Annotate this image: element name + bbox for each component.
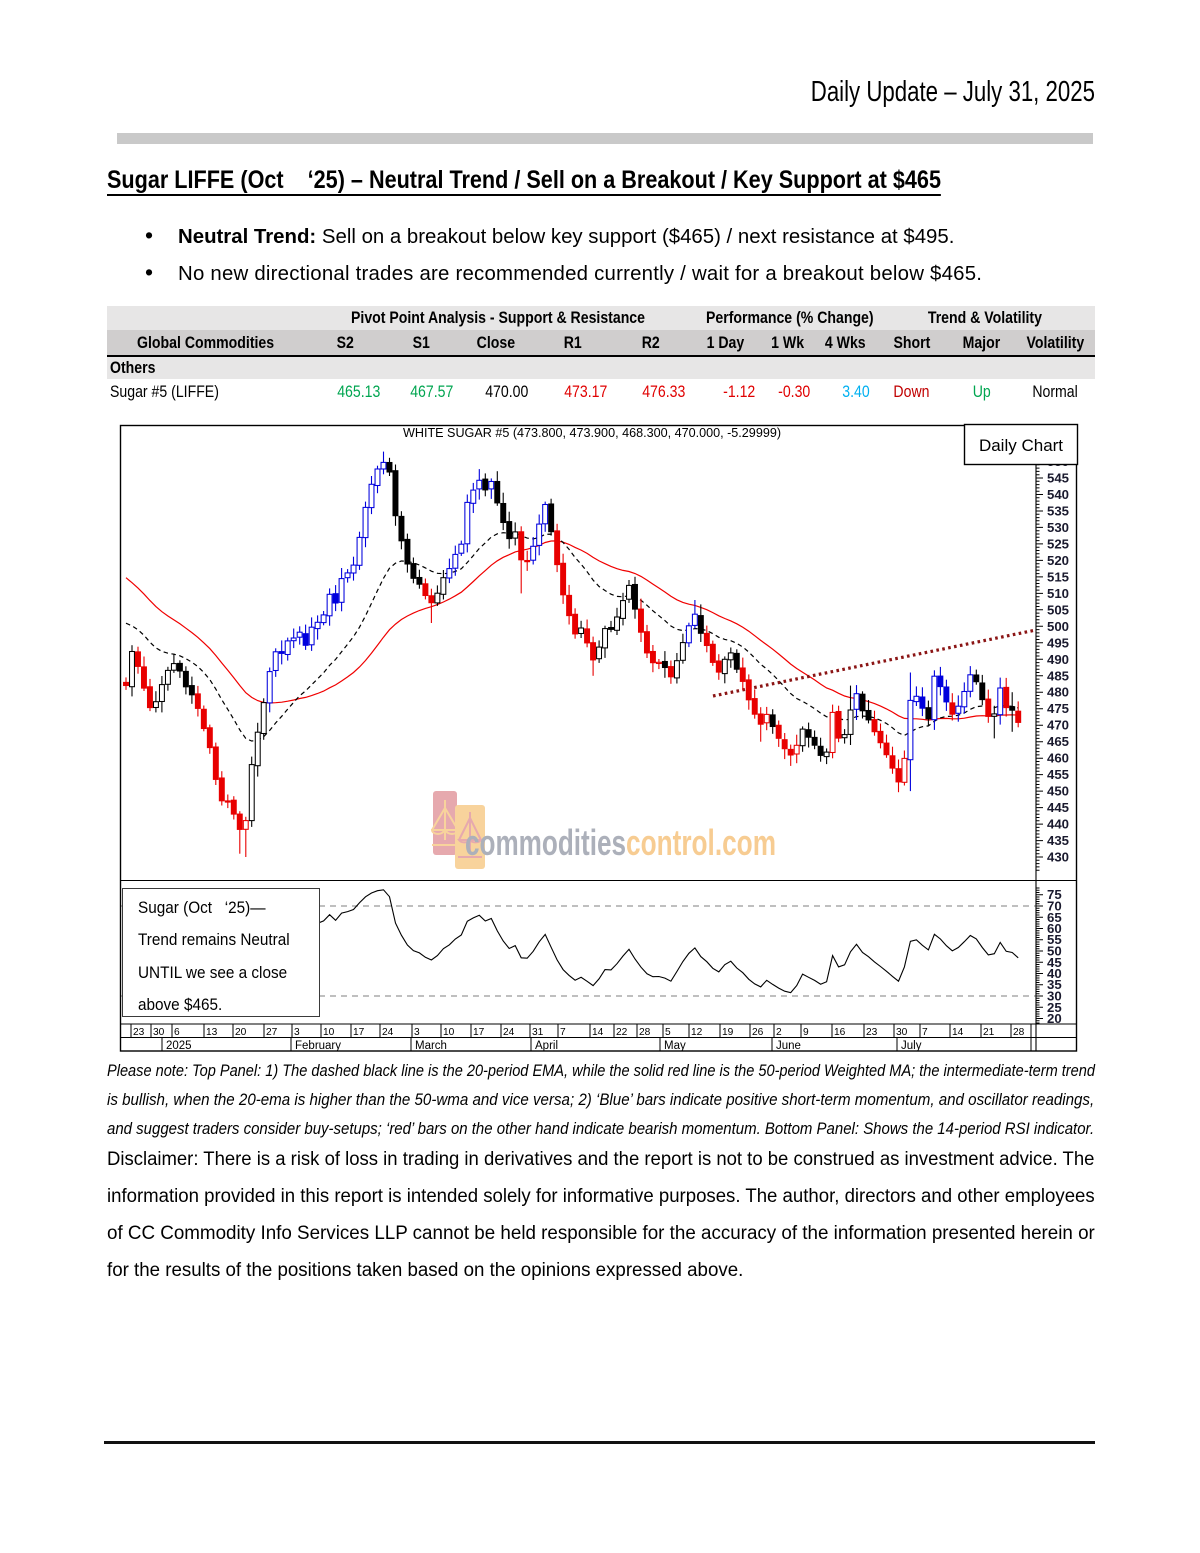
svg-text:5: 5: [665, 1027, 671, 1038]
svg-text:470: 470: [1047, 718, 1069, 733]
svg-text:2: 2: [776, 1027, 782, 1038]
svg-text:55: 55: [1047, 932, 1062, 947]
svg-text:10: 10: [443, 1027, 455, 1038]
svg-text:9: 9: [803, 1027, 809, 1038]
svg-text:30: 30: [896, 1027, 908, 1038]
svg-text:12: 12: [691, 1027, 703, 1038]
svg-text:30: 30: [1047, 989, 1062, 1004]
svg-text:16: 16: [834, 1027, 846, 1038]
svg-text:17: 17: [473, 1027, 485, 1038]
svg-text:10: 10: [323, 1027, 335, 1038]
svg-text:525: 525: [1047, 536, 1069, 551]
svg-text:May: May: [664, 1040, 686, 1052]
svg-text:21: 21: [983, 1027, 995, 1038]
svg-text:23: 23: [133, 1027, 145, 1038]
svg-text:7: 7: [560, 1027, 566, 1038]
svg-text:450: 450: [1047, 784, 1069, 799]
svg-text:45: 45: [1047, 955, 1062, 970]
svg-text:520: 520: [1047, 553, 1069, 568]
svg-text:14: 14: [952, 1027, 964, 1038]
svg-text:40: 40: [1047, 966, 1062, 981]
svg-text:50: 50: [1047, 944, 1062, 959]
svg-text:WHITE SUGAR #5 (473.800, 473.9: WHITE SUGAR #5 (473.800, 473.900, 468.30…: [403, 426, 781, 440]
svg-text:445: 445: [1047, 800, 1069, 815]
svg-text:25: 25: [1047, 1000, 1062, 1015]
svg-text:control.com: control.com: [626, 822, 776, 863]
svg-text:April: April: [535, 1040, 558, 1052]
svg-text:24: 24: [382, 1027, 394, 1038]
svg-text:6: 6: [174, 1027, 180, 1038]
svg-text:490: 490: [1047, 652, 1069, 667]
svg-text:June: June: [776, 1040, 801, 1052]
svg-text:23: 23: [866, 1027, 878, 1038]
svg-text:515: 515: [1047, 569, 1069, 584]
svg-text:Daily Chart: Daily Chart: [979, 436, 1063, 455]
svg-text:485: 485: [1047, 668, 1069, 683]
svg-text:75: 75: [1047, 887, 1062, 902]
svg-text:19: 19: [722, 1027, 734, 1038]
svg-text:27: 27: [266, 1027, 278, 1038]
svg-text:7: 7: [922, 1027, 928, 1038]
svg-text:465: 465: [1047, 734, 1069, 749]
svg-text:30: 30: [153, 1027, 165, 1038]
svg-text:28: 28: [1013, 1027, 1025, 1038]
svg-text:505: 505: [1047, 602, 1069, 617]
svg-text:500: 500: [1047, 619, 1069, 634]
svg-text:3: 3: [414, 1027, 420, 1038]
svg-text:22: 22: [616, 1027, 628, 1038]
svg-text:3: 3: [294, 1027, 300, 1038]
svg-text:July: July: [901, 1040, 922, 1052]
svg-text:545: 545: [1047, 471, 1069, 486]
svg-text:26: 26: [752, 1027, 764, 1038]
svg-text:24: 24: [503, 1027, 515, 1038]
svg-text:480: 480: [1047, 685, 1069, 700]
svg-text:March: March: [415, 1040, 447, 1052]
svg-text:20: 20: [235, 1027, 247, 1038]
svg-text:510: 510: [1047, 586, 1069, 601]
svg-text:530: 530: [1047, 520, 1069, 535]
svg-text:28: 28: [639, 1027, 651, 1038]
svg-text:35: 35: [1047, 977, 1062, 992]
svg-text:435: 435: [1047, 833, 1069, 848]
svg-text:20: 20: [1047, 1011, 1062, 1026]
svg-text:535: 535: [1047, 504, 1069, 519]
svg-text:475: 475: [1047, 701, 1069, 716]
svg-text:31: 31: [532, 1027, 544, 1038]
svg-text:430: 430: [1047, 850, 1069, 865]
svg-text:65: 65: [1047, 910, 1062, 925]
svg-text:540: 540: [1047, 487, 1069, 502]
svg-text:commodities: commodities: [465, 822, 626, 863]
svg-text:14: 14: [592, 1027, 604, 1038]
svg-text:440: 440: [1047, 817, 1069, 832]
svg-text:2025: 2025: [166, 1040, 192, 1052]
svg-text:495: 495: [1047, 635, 1069, 650]
svg-text:460: 460: [1047, 751, 1069, 766]
svg-text:17: 17: [353, 1027, 365, 1038]
svg-text:455: 455: [1047, 767, 1069, 782]
svg-text:60: 60: [1047, 921, 1062, 936]
svg-text:70: 70: [1047, 899, 1062, 914]
svg-text:February: February: [295, 1040, 341, 1052]
svg-text:13: 13: [206, 1027, 218, 1038]
